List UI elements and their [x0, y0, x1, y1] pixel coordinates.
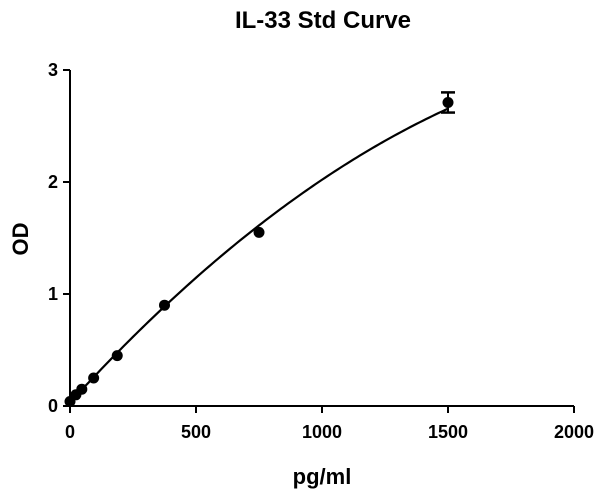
x-tick-label: 500 [181, 422, 211, 442]
y-tick-label: 0 [48, 396, 58, 416]
x-tick-label: 1000 [302, 422, 342, 442]
data-point [159, 299, 170, 311]
y-tick-label: 3 [48, 60, 58, 80]
x-tick-label: 2000 [554, 422, 594, 442]
data-point [76, 383, 88, 395]
y-tick-label: 2 [48, 172, 58, 192]
x-axis-label: pg/ml [293, 464, 352, 489]
y-axis-label: OD [8, 223, 33, 256]
fit-curve [69, 107, 449, 404]
x-tick-label: 1500 [428, 422, 468, 442]
x-tick-label: 0 [65, 422, 75, 442]
y-tick-label: 1 [48, 284, 58, 304]
data-points [64, 91, 455, 408]
fit-curve-group [69, 107, 449, 404]
axes [69, 70, 574, 407]
data-point [253, 226, 265, 238]
data-point [442, 96, 454, 108]
data-point [111, 350, 123, 362]
chart-title: IL-33 Std Curve [235, 7, 411, 34]
ticks: 0 500 1000 1500 2000 0 1 2 3 [48, 60, 594, 442]
data-point [88, 372, 100, 384]
